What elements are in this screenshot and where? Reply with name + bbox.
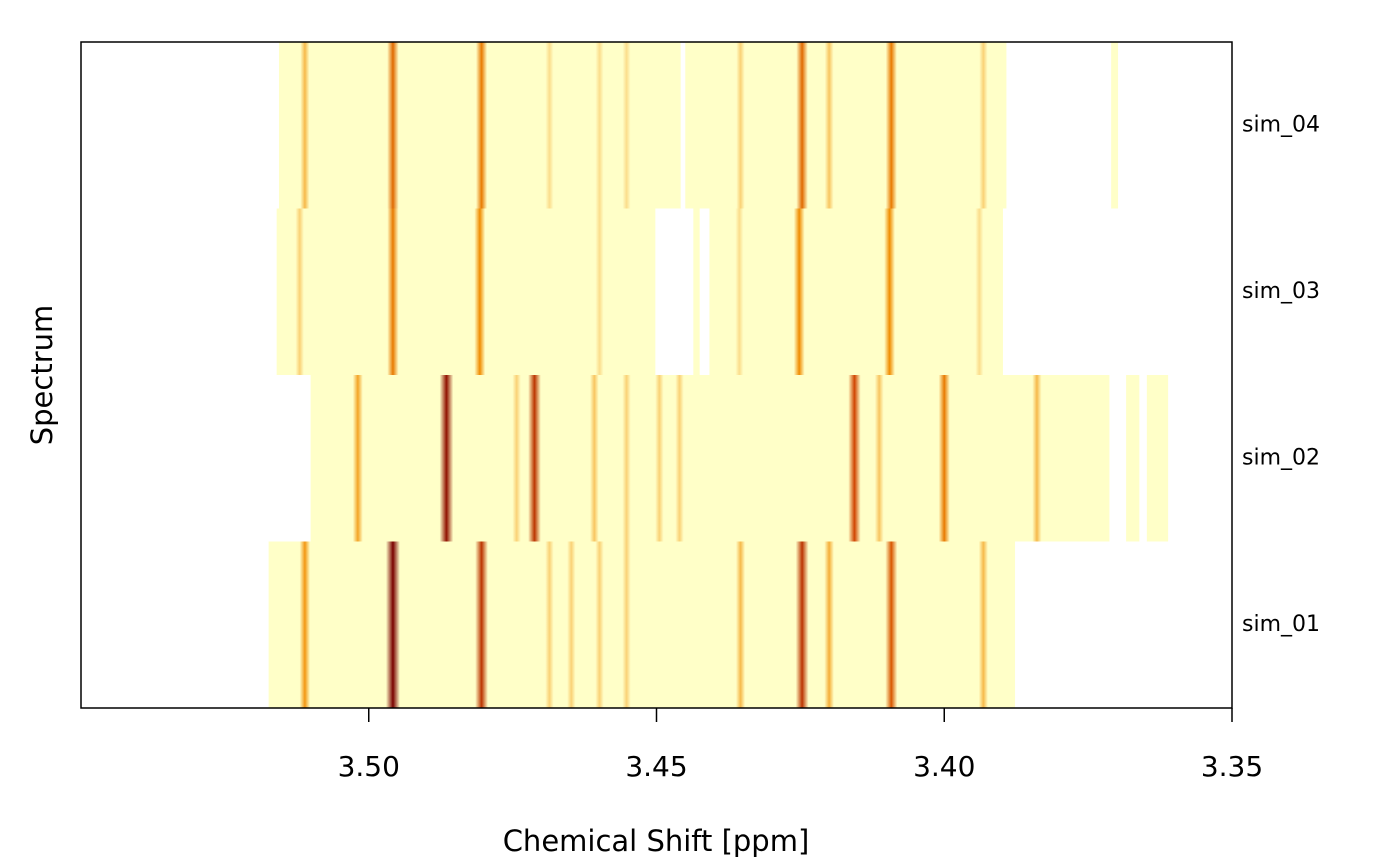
peak (589, 375, 599, 542)
peak (675, 375, 684, 542)
peak (622, 541, 631, 708)
peak (622, 42, 631, 209)
spectrum-segment (1111, 42, 1119, 209)
peak (474, 208, 486, 375)
peak (885, 541, 898, 708)
peak (736, 42, 745, 209)
plot-area (268, 42, 1169, 708)
peak (352, 375, 363, 542)
peak (848, 375, 861, 542)
peak (978, 541, 988, 708)
peak (1032, 375, 1042, 542)
peak (735, 208, 744, 375)
peak (387, 42, 399, 209)
peak (567, 541, 576, 708)
peak (735, 541, 746, 708)
peak (595, 42, 604, 209)
spectrum-segment (709, 208, 1003, 375)
row-label: sim_02 (1242, 445, 1320, 470)
row-label: sim_01 (1242, 612, 1320, 637)
peak (595, 541, 604, 708)
peak (299, 541, 311, 708)
spectrum-segment (685, 42, 1007, 209)
peak (475, 541, 488, 708)
peak (795, 541, 809, 708)
row-label: sim_04 (1242, 112, 1320, 137)
peak (387, 208, 399, 375)
x-tick-label: 3.40 (913, 750, 975, 783)
spectrum-segment (276, 208, 656, 375)
spectrum-segment (310, 375, 1110, 542)
peak (885, 42, 897, 209)
x-axis-label: Chemical Shift [ppm] (503, 824, 810, 858)
spectrum-segment (268, 541, 1016, 708)
peak (824, 541, 834, 708)
peak (975, 208, 984, 375)
peak (874, 375, 884, 542)
peak (824, 42, 834, 209)
peak (545, 42, 554, 209)
peak (884, 208, 895, 375)
peak (385, 541, 400, 708)
peak (979, 42, 988, 209)
spectrum-segment (1146, 375, 1169, 542)
x-tick-label: 3.50 (338, 750, 400, 783)
peak (439, 375, 454, 542)
x-tick-label: 3.35 (1201, 750, 1263, 783)
peak (655, 375, 664, 542)
x-tick-label: 3.45 (625, 750, 687, 783)
y-axis-label: Spectrum (25, 305, 59, 446)
peak (295, 208, 304, 375)
peak (938, 375, 950, 542)
peak (475, 42, 488, 209)
peak (512, 375, 521, 542)
peak (595, 208, 604, 375)
spectrum-segment (1126, 375, 1140, 542)
peak (622, 375, 631, 542)
spectrum-segment (693, 208, 700, 375)
peak (545, 541, 554, 708)
peak (300, 42, 310, 209)
row-label: sim_03 (1242, 279, 1320, 304)
peak (793, 208, 805, 375)
peak (796, 42, 808, 209)
peak (528, 375, 541, 542)
